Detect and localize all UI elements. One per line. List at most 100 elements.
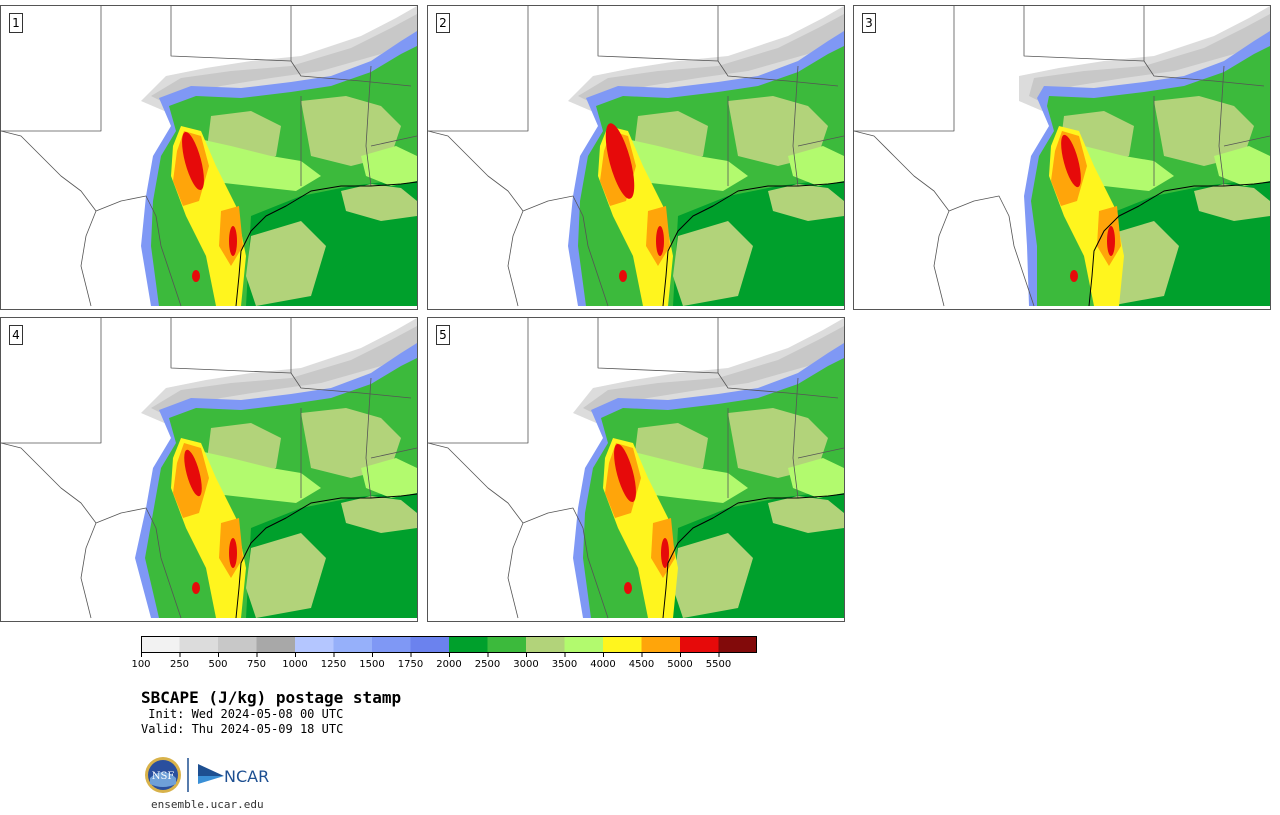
cape-3000-region <box>341 496 417 533</box>
low-cape-fringe <box>151 14 417 106</box>
nsf-logo-icon: NSF <box>145 757 181 793</box>
mexico-state-boundary <box>80 522 97 619</box>
cape-5000-core <box>229 538 237 568</box>
sbcape-map-4 <box>1 318 417 619</box>
cape-3000-region <box>1154 96 1254 166</box>
gulf-coastline <box>235 181 417 307</box>
colorbar-swatch <box>718 636 757 653</box>
cape-5000-core <box>1107 226 1115 256</box>
state-boundary <box>370 135 417 147</box>
cape-5000-core <box>1070 270 1078 282</box>
cape-3000-region <box>1194 184 1270 221</box>
cape-3500-region <box>788 146 844 186</box>
low-cape-fringe <box>578 14 844 106</box>
panel-number-label: 1 <box>9 13 23 33</box>
mexico-state-boundary <box>507 210 524 307</box>
ensemble-member-panel-1: 1 <box>0 5 418 310</box>
colorbar-tick-label: 2000 <box>436 659 462 670</box>
colorbar-tick-label: 1750 <box>397 659 424 670</box>
gulf-high-cape <box>331 563 417 618</box>
cape-5000-core <box>182 131 204 191</box>
panel-number-label: 5 <box>436 325 450 345</box>
state-boundary <box>854 6 955 132</box>
colorbar-tick-label: 1500 <box>359 659 385 670</box>
nsf-ncar-logos: NSF NCAR <box>145 757 269 793</box>
state-boundary <box>370 447 417 459</box>
colorbar-swatch <box>410 636 450 653</box>
svg-text:NSF: NSF <box>152 771 175 782</box>
cape-3000-region <box>673 221 753 306</box>
state-boundary <box>1218 65 1225 187</box>
cape-5000-core <box>229 226 237 256</box>
cape-3000-region <box>768 184 844 221</box>
init-time: Init: Wed 2024-05-08 00 UTC <box>141 707 344 721</box>
cape-3000-region <box>673 533 753 618</box>
sbcape-map-1 <box>1 6 417 307</box>
panel-number-label: 2 <box>436 13 450 33</box>
cape-5000-core <box>605 123 635 199</box>
cape-3500-region <box>788 458 844 498</box>
ensemble-url: ensemble.ucar.edu <box>151 798 264 811</box>
mexico-state-boundary <box>80 210 97 307</box>
rio-grande-border <box>1 130 182 307</box>
colorbar-tick-label: 5000 <box>667 659 693 670</box>
colorbar-swatch <box>179 636 219 653</box>
colorbar-tick-label: 4500 <box>628 659 655 670</box>
cape-3000-region <box>301 408 401 478</box>
cape-3000-region <box>768 496 844 533</box>
colorbar-tick-label: 100 <box>131 659 151 670</box>
state-boundary <box>365 377 372 499</box>
state-boundary <box>428 318 529 444</box>
colorbar-swatch <box>641 636 681 653</box>
colorbar-tick-label: 5500 <box>705 659 732 670</box>
colorbar-swatch <box>526 636 565 653</box>
cape-5000-core <box>192 582 200 594</box>
gulf-high-cape <box>758 563 844 618</box>
sbcape-colorbar <box>141 636 757 657</box>
cape-3000-region <box>728 408 828 478</box>
colorbar-swatch <box>603 636 642 653</box>
state-boundary <box>797 447 844 459</box>
gulf-coastline <box>662 181 844 307</box>
cape-5000-core <box>1061 134 1081 188</box>
colorbar-swatch <box>141 636 180 653</box>
colorbar-swatch <box>218 636 257 653</box>
colorbar-tick-label: 2500 <box>474 659 501 670</box>
gulf-high-cape <box>1184 251 1270 306</box>
ensemble-member-panel-2: 2 <box>427 5 845 310</box>
state-boundary <box>1 6 102 132</box>
colorbar-tick-label: 750 <box>246 659 267 670</box>
state-boundary <box>792 377 799 499</box>
cape-5000-core <box>619 270 627 282</box>
cape-3500-region <box>361 146 417 186</box>
colorbar-swatch <box>449 636 488 653</box>
cape-3500-region <box>1214 146 1270 186</box>
colorbar-swatch <box>564 636 604 653</box>
sbcape-map-2 <box>428 6 844 307</box>
ncar-logo-icon: NCAR <box>198 764 269 786</box>
sbcape-map-5 <box>428 318 844 619</box>
colorbar-tick-labels: 100 250 500 750 1000 1250 1500 1750 2000 2500 3000… <box>131 659 781 673</box>
colorbar-swatch <box>256 636 296 653</box>
rio-grande-border <box>428 442 609 619</box>
state-boundary <box>1023 6 1265 87</box>
low-cape-fringe <box>151 326 417 418</box>
ensemble-member-panel-4: 4 <box>0 317 418 622</box>
cape-5000-core <box>614 443 636 503</box>
state-boundary <box>797 135 844 147</box>
low-cape-fringe <box>1029 14 1270 106</box>
colorbar-tick-label: 1000 <box>282 659 308 670</box>
colorbar-swatch <box>487 636 527 653</box>
state-boundary <box>597 318 839 399</box>
state-boundary <box>170 318 412 399</box>
gulf-coastline <box>662 493 844 619</box>
colorbar-tick-label: 1250 <box>320 659 347 670</box>
state-boundary <box>1 318 102 444</box>
cape-3000-region <box>728 96 828 166</box>
colorbar-swatch <box>680 636 719 653</box>
cape-5000-core <box>661 538 669 568</box>
colorbar-tick-label: 3500 <box>551 659 578 670</box>
state-boundary <box>597 6 839 87</box>
rio-grande-border <box>1 442 182 619</box>
gulf-high-cape <box>758 251 844 306</box>
